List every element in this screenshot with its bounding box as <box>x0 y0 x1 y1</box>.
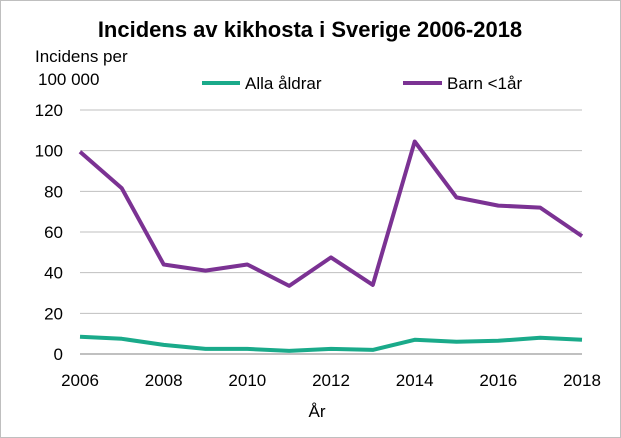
x-axis-label: År <box>309 402 326 421</box>
y-axis-label-line1: Incidens per <box>35 47 128 66</box>
y-tick-label: 120 <box>35 101 63 120</box>
series-lines <box>78 139 584 353</box>
y-tick-labels: 0 20 40 60 80 100 120 <box>35 101 63 364</box>
y-tick-label: 60 <box>44 223 63 242</box>
chart-title: Incidens av kikhosta i Sverige 2006-2018 <box>98 17 522 42</box>
gridlines <box>80 109 582 355</box>
legend: Alla åldrar Barn <1år <box>202 74 522 93</box>
x-tick-label: 2006 <box>61 371 99 390</box>
x-tick-label: 2014 <box>396 371 434 390</box>
legend-label-barn-under-1ar: Barn <1år <box>447 74 522 93</box>
x-tick-label: 2008 <box>145 371 183 390</box>
x-tick-label: 2012 <box>312 371 350 390</box>
y-tick-label: 80 <box>44 182 63 201</box>
legend-label-alla-aldrar: Alla åldrar <box>245 74 322 93</box>
x-tick-label: 2010 <box>228 371 266 390</box>
y-tick-label: 0 <box>54 345 63 364</box>
y-tick-label: 100 <box>35 142 63 161</box>
y-tick-label: 40 <box>44 264 63 283</box>
series-line-alla-aldrar <box>79 334 583 353</box>
x-tick-label: 2018 <box>563 371 601 390</box>
y-axis-label-line2: 100 000 <box>38 70 99 89</box>
y-tick-label: 20 <box>44 304 63 323</box>
series-line-barn-under-1ar <box>78 139 584 288</box>
x-tick-label: 2016 <box>479 371 517 390</box>
x-tick-labels: 2006 2008 2010 2012 2014 2016 2018 <box>61 371 601 390</box>
